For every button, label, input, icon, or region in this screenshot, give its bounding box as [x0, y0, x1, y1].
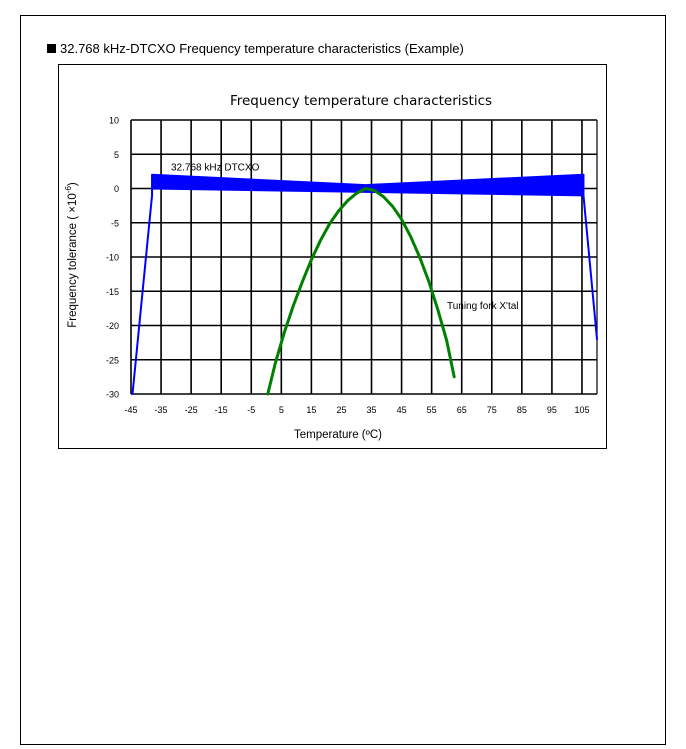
x-axis-label: Temperature (ºC) — [294, 429, 382, 441]
x-tick-label: -15 — [215, 405, 228, 415]
x-tick-label: 65 — [457, 405, 467, 415]
x-tick-label: 55 — [427, 405, 437, 415]
x-tick-label: -35 — [155, 405, 168, 415]
x-tick-label: 95 — [547, 405, 557, 415]
y-axis-label-close: ) — [67, 182, 79, 186]
tuning-fork-curve — [266, 187, 456, 396]
y-tick-labels: 10 5 0 -5 -10 -15 -20 -25 -30 — [106, 116, 119, 400]
x-tick-label: 45 — [397, 405, 407, 415]
x-tick-label: 75 — [487, 405, 497, 415]
x-tick-label: 105 — [574, 405, 589, 415]
y-tick-label: 0 — [114, 184, 119, 194]
x-tick-label: 85 — [517, 405, 527, 415]
x-tick-label: 5 — [279, 405, 284, 415]
black-square-icon — [47, 44, 56, 53]
y-tick-label: -25 — [106, 355, 119, 365]
x-tick-label: -25 — [185, 405, 198, 415]
x-tick-labels: -45 -35 -25 -15 -5 5 15 25 35 45 55 65 75 85 95 105 — [124, 405, 589, 415]
x-tick-label: 35 — [367, 405, 377, 415]
page-frame — [20, 15, 666, 745]
annotation-label: Tuning fork X'tal — [447, 301, 519, 312]
chart-title: Frequency temperature characteristics — [230, 93, 492, 109]
y-axis-label-exponent: -6 — [64, 186, 73, 194]
annotation-label: 32.768 kHz DTCXO — [171, 163, 260, 174]
dtcxo-band — [131, 173, 598, 395]
y-tick-label: -30 — [106, 390, 119, 400]
y-tick-label: -20 — [106, 321, 119, 331]
y-tick-label: 10 — [109, 116, 119, 126]
y-axis-label: Frequency tolerance ( ×10-6) — [64, 182, 79, 328]
y-tick-label: -15 — [106, 287, 119, 297]
x-tick-label: 25 — [336, 405, 346, 415]
section-heading: 32.768 kHz-DTCXO Frequency temperature c… — [47, 41, 464, 57]
chart-annotations: 32.768 kHz DTCXO Tuning fork X'tal — [171, 163, 519, 312]
chart-series — [131, 173, 598, 396]
x-tick-label: -5 — [247, 405, 255, 415]
chart-grid — [130, 119, 598, 395]
x-tick-label: 15 — [306, 405, 316, 415]
section-heading-text: 32.768 kHz-DTCXO Frequency temperature c… — [60, 41, 464, 56]
y-tick-label: 5 — [114, 150, 119, 160]
y-tick-label: -10 — [106, 253, 119, 263]
x-tick-label: -45 — [124, 405, 137, 415]
y-axis-label-main: Frequency tolerance ( ×10 — [67, 193, 79, 328]
chart-frame — [58, 64, 607, 449]
y-tick-label: -5 — [111, 218, 119, 228]
